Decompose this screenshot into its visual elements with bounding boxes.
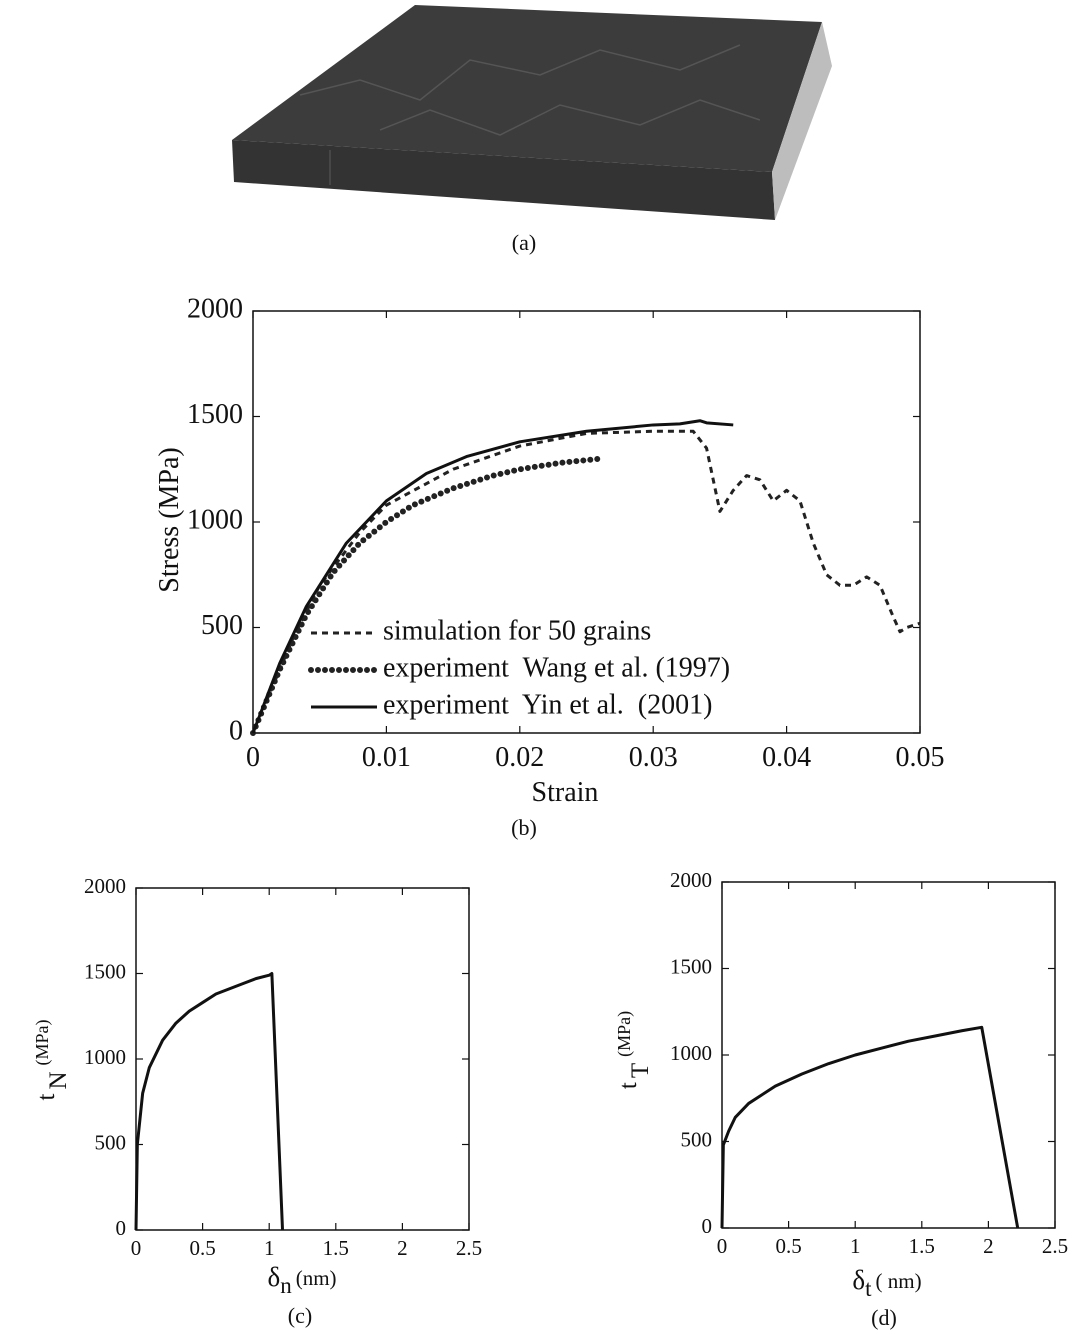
- x-tick-label: 0.5: [775, 1234, 801, 1258]
- y-tick-label: 1500: [84, 959, 126, 983]
- x-axis-label-sub: n: [280, 1273, 292, 1298]
- x-tick-label: 2.5: [1042, 1234, 1068, 1258]
- x-axis-label: δn (nm): [267, 1262, 336, 1298]
- x-tick-label: 0.01: [362, 742, 411, 773]
- x-tick-label: 2: [983, 1234, 994, 1258]
- y-tick-label: 2000: [670, 868, 712, 892]
- y-tick-label: 0: [702, 1214, 713, 1238]
- x-tick-label: 0.04: [762, 742, 811, 773]
- y-axis-label-sub: N: [45, 1071, 72, 1089]
- caption: (d): [871, 1305, 897, 1330]
- series-line: [720, 1025, 1020, 1229]
- y-tick-label: 1000: [187, 504, 243, 535]
- y-axis-label-main: t: [615, 1082, 642, 1089]
- legend-label: experiment Yin et al. (2001): [383, 689, 712, 720]
- x-tick-label: 2: [397, 1236, 408, 1260]
- y-axis-label-unit: (MPa): [32, 1019, 53, 1065]
- y-tick-label: 0: [229, 715, 243, 746]
- grain-boundary: [379, 99, 761, 136]
- x-tick-label: 0: [717, 1234, 728, 1258]
- x-axis-label-unit: ( nm): [876, 1269, 922, 1293]
- y-tick-label: 1000: [84, 1045, 126, 1069]
- grain-boundary: [299, 44, 741, 101]
- plot-frame: [135, 887, 470, 1231]
- y-tick-label: 500: [95, 1130, 127, 1154]
- slab-side: [772, 22, 832, 220]
- y-axis-label-main: t: [33, 1094, 60, 1101]
- caption: (c): [288, 1303, 312, 1328]
- x-axis-label: δt( nm): [852, 1265, 921, 1301]
- caption: (a): [512, 230, 536, 255]
- y-axis-label-main: Stress (MPa): [154, 447, 185, 592]
- caption: (b): [511, 815, 537, 840]
- x-tick-label: 1.5: [909, 1234, 935, 1258]
- x-tick-label: 0.02: [495, 742, 544, 773]
- y-tick-label: 0: [116, 1216, 127, 1240]
- y-tick-label: 2000: [187, 293, 243, 324]
- x-tick-label: 0: [131, 1236, 142, 1260]
- x-tick-label: 0.03: [629, 742, 678, 773]
- y-axis-label: Stress (MPa): [154, 447, 185, 592]
- y-axis-label-unit: (MPa): [614, 1011, 635, 1057]
- x-axis-label-main: δ: [852, 1265, 865, 1295]
- slab-render: [232, 5, 832, 220]
- slab-front: [232, 140, 775, 220]
- x-axis-label-main: δ: [267, 1262, 280, 1292]
- plot-frame: [721, 881, 1056, 1229]
- legend-label: experiment Wang et al. (1997): [383, 652, 730, 683]
- y-axis-label: tN (MPa): [32, 1019, 72, 1100]
- y-tick-label: 500: [681, 1127, 713, 1151]
- series-line: [134, 972, 285, 1231]
- x-tick-label: 1.5: [323, 1236, 349, 1260]
- x-axis-label-sub: t: [865, 1276, 872, 1301]
- series-line: [250, 455, 603, 736]
- y-tick-label: 1500: [187, 399, 243, 430]
- y-axis-label-sub: T: [627, 1063, 654, 1078]
- x-axis-label: Strain: [532, 777, 599, 808]
- x-tick-label: 1: [850, 1234, 861, 1258]
- x-tick-label: 1: [264, 1236, 275, 1260]
- y-tick-label: 1500: [670, 954, 712, 978]
- slab-top: [232, 5, 822, 172]
- x-tick-label: 0.5: [189, 1236, 215, 1260]
- x-tick-label: 0: [246, 742, 260, 773]
- y-axis-label: tT (MPa): [614, 1011, 654, 1089]
- series-line: [251, 419, 734, 734]
- x-tick-label: 0.05: [896, 742, 945, 773]
- legend-label: simulation for 50 grains: [383, 615, 651, 646]
- y-tick-label: 500: [201, 610, 243, 641]
- x-axis-label-main: Strain: [532, 777, 599, 808]
- x-tick-label: 2.5: [456, 1236, 482, 1260]
- y-tick-label: 2000: [84, 874, 126, 898]
- x-axis-label-unit: (nm): [296, 1266, 337, 1290]
- y-tick-label: 1000: [670, 1041, 712, 1065]
